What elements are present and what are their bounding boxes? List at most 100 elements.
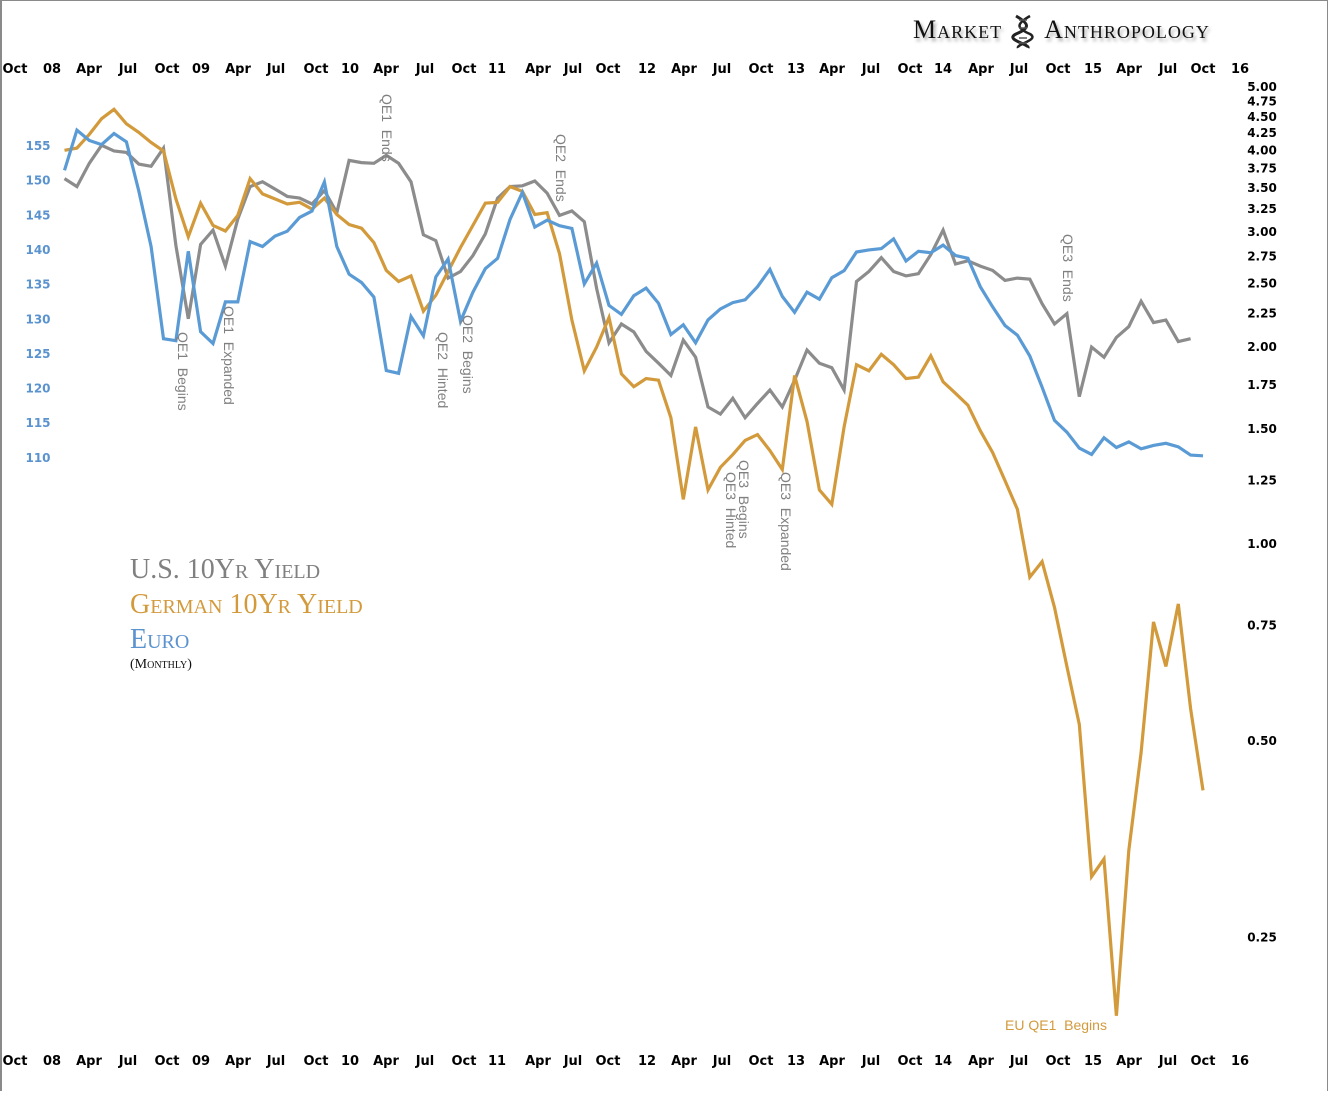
x-tick-label-bottom: Apr <box>968 1054 994 1069</box>
x-tick-label-bottom: Oct <box>1046 1054 1071 1069</box>
x-tick-label-bottom: Apr <box>1116 1054 1142 1069</box>
annotation-label: QE1 Expanded <box>221 306 237 405</box>
x-tick-label-bottom: Jul <box>1158 1054 1178 1069</box>
x-tick-label-top: Apr <box>373 62 399 77</box>
annotation-label: QE3 Expanded <box>778 472 794 571</box>
x-tick-label-bottom: Jul <box>118 1054 138 1069</box>
x-tick-label-top: Oct <box>155 62 180 77</box>
x-tick-label-top: 12 <box>638 62 656 77</box>
x-tick-label-top: 11 <box>488 62 506 77</box>
x-tick-label-bottom: Oct <box>155 1054 180 1069</box>
legend-us-yield: U.S. 10Yr Yield <box>130 554 321 585</box>
x-tick-label-top: Jul <box>266 62 286 77</box>
x-tick-label-bottom: Jul <box>1009 1054 1029 1069</box>
x-tick-label-top: 15 <box>1084 62 1102 77</box>
y-right-tick-label: 4.75 <box>1247 94 1277 108</box>
x-tick-label-top: Apr <box>968 62 994 77</box>
annotation-label: QE2 Begins <box>460 315 476 394</box>
x-tick-label-top: Oct <box>3 62 28 77</box>
y-right-tick-label: 3.50 <box>1247 181 1277 195</box>
x-tick-label-bottom: Oct <box>1191 1054 1216 1069</box>
legend: U.S. 10Yr Yield German 10Yr Yield Euro (… <box>130 552 363 673</box>
x-tick-label-bottom: 10 <box>341 1054 359 1069</box>
x-tick-label-top: Jul <box>118 62 138 77</box>
y-left-tick-label: 110 <box>25 451 50 465</box>
x-tick-label-bottom: Oct <box>596 1054 621 1069</box>
x-tick-label-top: 10 <box>341 62 359 77</box>
y-right-tick-label: 4.50 <box>1247 110 1277 124</box>
y-right-tick-label: 2.00 <box>1247 340 1277 354</box>
x-tick-label-bottom: Jul <box>266 1054 286 1069</box>
x-tick-label-top: Apr <box>671 62 697 77</box>
x-tick-label-top: Jul <box>712 62 732 77</box>
x-tick-label-top: Jul <box>1158 62 1178 77</box>
x-tick-label-top: Jul <box>1009 62 1029 77</box>
x-tick-label-bottom: Apr <box>525 1054 551 1069</box>
x-tick-label-bottom: 14 <box>934 1054 952 1069</box>
brand-right-word: Anthropology <box>1044 14 1210 44</box>
x-tick-label-top: 16 <box>1231 62 1249 77</box>
annotation-label: QE3 Begins <box>736 460 752 539</box>
dna-helix-icon <box>1011 14 1034 50</box>
y-right-tick-label: 0.50 <box>1247 734 1277 748</box>
y-right-tick-label: 1.00 <box>1247 537 1277 551</box>
x-tick-label-top: 13 <box>787 62 805 77</box>
annotation-label-eu-qe1: EU QE1 Begins <box>1005 1017 1107 1033</box>
x-tick-label-bottom: Jul <box>415 1054 435 1069</box>
x-tick-label-top: Apr <box>1116 62 1142 77</box>
y-right-tick-label: 4.25 <box>1247 126 1277 140</box>
legend-german-yield: German 10Yr Yield <box>130 589 363 620</box>
x-tick-label-bottom: Apr <box>819 1054 845 1069</box>
y-right-tick-label: 1.25 <box>1247 474 1277 488</box>
annotation-label: QE3 Hinted <box>723 472 739 548</box>
x-tick-label-top: Oct <box>1191 62 1216 77</box>
x-tick-label-bottom: 15 <box>1084 1054 1102 1069</box>
legend-frequency-note: (Monthly) <box>130 657 192 672</box>
y-right-tick-label: 3.75 <box>1247 162 1277 176</box>
x-tick-label-bottom: 12 <box>638 1054 656 1069</box>
y-left-tick-label: 135 <box>25 278 50 292</box>
x-tick-label-bottom: Oct <box>749 1054 774 1069</box>
y-right-tick-label: 1.75 <box>1247 378 1277 392</box>
x-tick-label-bottom: Oct <box>3 1054 28 1069</box>
annotations-group: QE1 Begins QE1 Expanded QE1 Ends QE2 Hinted… <box>175 94 1107 1033</box>
y-axis-right-yield: 5.004.75 4.50 4.25 4.00 3.75 3.50 3.25 3.00 2.75… <box>1247 80 1277 945</box>
x-tick-label-top: 14 <box>934 62 952 77</box>
x-tick-label-top: 09 <box>192 62 210 77</box>
y-left-tick-label: 125 <box>25 347 50 361</box>
brand-left-word: Market <box>913 14 1003 44</box>
annotation-label: QE1 Begins <box>175 332 191 411</box>
x-tick-label-top: Oct <box>596 62 621 77</box>
y-left-tick-label: 140 <box>25 243 50 257</box>
x-tick-label-bottom: Apr <box>225 1054 251 1069</box>
series-line-de <box>64 107 1205 1016</box>
legend-euro: Euro <box>130 624 190 655</box>
y-right-tick-label: 3.00 <box>1247 225 1277 239</box>
series-line-eu <box>62 127 1204 458</box>
y-right-tick-label: 0.75 <box>1247 619 1277 633</box>
x-tick-label-top: Apr <box>76 62 102 77</box>
x-tick-label-bottom: Jul <box>861 1054 881 1069</box>
y-left-tick-label: 120 <box>25 382 50 396</box>
x-tick-label-top: Jul <box>563 62 583 77</box>
x-axis-bottom: Oct 08 Apr Jul Oct 09 Apr Jul Oct 10 Apr Jul Oct 11 Ap… <box>3 1054 1250 1069</box>
series-group <box>62 107 1205 1016</box>
x-tick-label-bottom: 16 <box>1231 1054 1249 1069</box>
x-tick-label-bottom: Apr <box>373 1054 399 1069</box>
brand-logo: Market Anthropology <box>913 14 1210 50</box>
x-tick-label-top: Apr <box>225 62 251 77</box>
y-right-tick-label: 1.50 <box>1247 422 1277 436</box>
x-tick-label-bottom: Oct <box>452 1054 477 1069</box>
x-tick-label-top: Jul <box>861 62 881 77</box>
x-tick-label-bottom: Oct <box>304 1054 329 1069</box>
x-tick-label-top: Apr <box>525 62 551 77</box>
y-right-tick-label: 2.50 <box>1247 277 1277 291</box>
x-tick-label-bottom: 08 <box>43 1054 61 1069</box>
y-right-tick-label: 2.25 <box>1247 307 1277 321</box>
x-tick-label-bottom: Oct <box>898 1054 923 1069</box>
series-line-us <box>63 143 1191 421</box>
x-tick-label-top: 08 <box>43 62 61 77</box>
x-tick-label-bottom: Jul <box>712 1054 732 1069</box>
x-tick-label-top: Apr <box>819 62 845 77</box>
